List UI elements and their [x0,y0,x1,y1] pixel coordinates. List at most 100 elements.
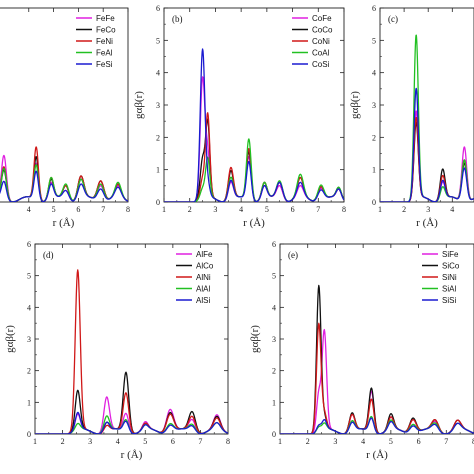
series-line-c4 [380,87,474,202]
x-tick-label: 4 [239,205,243,214]
x-tick-label: 6 [171,437,175,446]
y-tick-label: 1 [27,398,31,407]
x-tick-label: 4 [361,437,365,446]
x-tick-label: 6 [291,205,295,214]
x-tick-label: 4 [116,437,120,446]
series-line-coal [164,138,344,202]
y-tick-label: 5 [272,272,276,281]
x-axis-title: r (Å) [121,449,143,461]
y-tick-label: 1 [372,166,376,175]
x-tick-label: 1 [278,437,282,446]
x-tick-label: 8 [126,205,130,214]
panel-tag: (c) [388,14,398,24]
series-line-feal [0,164,128,202]
legend-label: SiCo [442,262,460,271]
series-line-sife [280,328,474,434]
legend-label: CoFe [312,14,332,23]
legend-label: AlAl [196,285,210,294]
legend-label: AlSi [196,296,210,305]
y-tick-label: 2 [372,133,376,142]
series-line-c0 [380,110,474,202]
panel-tag: (b) [172,14,183,24]
series-line-alsi [35,411,228,434]
x-tick-label: 3 [426,205,430,214]
series-line-sico [280,284,474,434]
y-tick-label: 3 [27,335,31,344]
y-axis-title: gαβ(r) [349,91,361,119]
x-axis-title: r (Å) [366,449,388,461]
x-tick-label: 2 [61,437,65,446]
legend: SiFe SiCo SiNi SiAl SiSi [422,250,460,305]
x-tick-label: 5 [265,205,269,214]
series-line-fefe [0,154,128,202]
x-tick-label: 3 [213,205,217,214]
y-tick-label: 0 [272,430,276,439]
x-tick-label: 3 [88,437,92,446]
series-line-sisi [280,417,474,434]
legend-label: AlNi [196,273,211,282]
x-tick-label: 1 [378,205,382,214]
x-tick-label: 6 [417,437,421,446]
x-tick-label: 5 [143,437,147,446]
x-tick-label: 4 [450,205,454,214]
y-tick-label: 6 [372,4,376,13]
x-tick-label: 7 [198,437,202,446]
series-line-alco [35,371,228,434]
x-tick-label: 7 [444,437,448,446]
legend: AlFe AlCo AlNi AlAl AlSi [176,250,214,305]
y-tick-label: 4 [27,303,31,312]
y-tick-label: 6 [272,240,276,249]
y-tick-label: 3 [372,101,376,110]
y-tick-label: 0 [156,198,160,207]
y-tick-label: 4 [156,69,160,78]
x-tick-label: 1 [33,437,37,446]
y-tick-label: 2 [272,367,276,376]
legend-label: CoCo [312,26,333,35]
series-line-feco [0,156,128,202]
y-axis-title: gαβ(r) [4,325,16,353]
series-line-cosi [164,48,344,202]
y-tick-label: 6 [27,240,31,249]
legend-label: FeCo [96,26,116,35]
y-axis-title: gαβ(r) [249,325,261,353]
series-line-alni [35,269,228,434]
plot-frame [379,7,474,203]
x-axis-title: r (Å) [243,217,265,229]
legend-label: CoAl [312,49,330,58]
x-tick-label: 7 [316,205,320,214]
legend-label: FeFe [96,14,115,23]
panel-a: 4 5 6 7 8 r (Å) FeFe FeCo FeNi FeAl FeSi [0,7,130,229]
series-line-feni [0,146,128,202]
legend-label: SiFe [442,250,459,259]
series-line-cofe [164,76,344,202]
y-axis-title: gαβ(r) [133,91,145,119]
legend-label: SiSi [442,296,456,305]
legend: FeFe FeCo FeNi FeAl FeSi [76,14,116,69]
series-lines [380,34,474,202]
legend-label: CoNi [312,37,330,46]
y-tick-label: 3 [156,101,160,110]
legend-label: SiAl [442,285,456,294]
series-lines [164,48,344,202]
series-line-fesi [0,170,128,202]
panel-tag: (e) [288,250,298,260]
x-axis-title: r (Å) [53,217,75,229]
x-tick-label: 8 [226,437,230,446]
series-line-coco [164,118,344,202]
x-tick-label: 5 [52,205,56,214]
y-tick-label: 0 [27,430,31,439]
y-tick-label: 5 [372,36,376,45]
series-lines [280,284,474,434]
legend-label: SiNi [442,273,457,282]
x-tick-label: 1 [162,205,166,214]
x-tick-label: 2 [306,437,310,446]
y-tick-label: 0 [372,198,376,207]
y-tick-label: 4 [372,69,376,78]
series-line-coni [164,112,344,202]
y-tick-label: 2 [27,367,31,376]
y-tick-label: 2 [156,133,160,142]
legend-label: FeNi [96,37,113,46]
